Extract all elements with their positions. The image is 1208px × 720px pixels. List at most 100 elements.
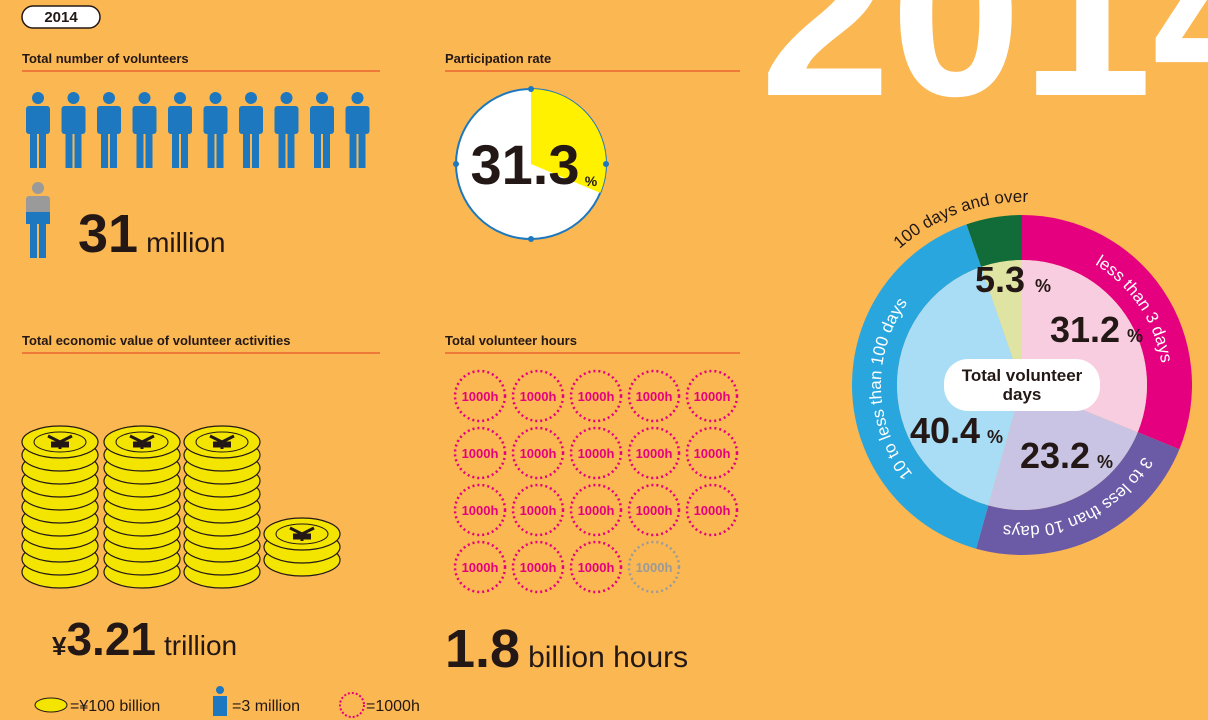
legend: =¥100 billion =3 million =1000h: [34, 686, 420, 718]
person-head: [316, 92, 328, 104]
coin-face-inner: [115, 431, 169, 453]
hour-label: 1000h: [462, 446, 499, 461]
economic-figure: ¥3.21 trillion: [52, 613, 237, 665]
hour-label: 1000h: [578, 560, 615, 575]
person-body: [132, 106, 157, 134]
person-leg: [145, 132, 153, 168]
hour-label: 1000h: [694, 389, 731, 404]
panel-title: Total economic value of volunteer activi…: [22, 333, 291, 348]
person-leg: [314, 132, 321, 168]
pie-ring: [976, 432, 1180, 556]
coin-face-inner: [275, 523, 329, 545]
value: 1.8: [445, 619, 520, 679]
person-body: [274, 106, 299, 134]
currency: ¥: [52, 631, 67, 661]
yen-symbol: [47, 434, 73, 449]
hour-icon: [339, 692, 365, 718]
hour-icon: 1000h: [627, 540, 681, 594]
hour-ring: [627, 426, 681, 480]
hour-icon: 1000h: [627, 369, 681, 423]
hour-label: 1000h: [520, 503, 557, 518]
person-icon: [213, 696, 227, 716]
person-head: [245, 92, 257, 104]
hour-ring: [511, 540, 565, 594]
yen-symbol: [209, 434, 235, 449]
person-icon: [168, 92, 192, 168]
clock-tick: [528, 236, 534, 242]
hour-icon: 1000h: [511, 540, 565, 594]
person-leg: [323, 132, 330, 168]
person-leg: [110, 132, 117, 168]
person-icon: [203, 92, 228, 168]
person-icon: [239, 92, 263, 168]
value: 3.21: [66, 613, 156, 665]
person-body: [97, 106, 121, 134]
hour-label: 1000h: [636, 446, 673, 461]
hour-label: 1000h: [520, 560, 557, 575]
person-leg: [243, 132, 250, 168]
hour-icon: 1000h: [627, 426, 681, 480]
person-leg: [207, 132, 215, 168]
value-label: 23.2: [1020, 435, 1090, 476]
hour-icon: 1000h: [569, 426, 623, 480]
hour-ring: [453, 369, 507, 423]
value-unit: %: [1035, 276, 1051, 296]
hour-icon: 1000h: [453, 540, 507, 594]
hour-icon: 1000h: [569, 369, 623, 423]
hour-ring: [569, 369, 623, 423]
hour-icon: 1000h: [685, 483, 739, 537]
person-icon: [132, 92, 157, 168]
person-body: [203, 106, 228, 134]
coin-stack: [103, 425, 181, 589]
hour-icon: 1000h: [453, 483, 507, 537]
pie-ring: [851, 224, 989, 549]
clock-tick: [603, 161, 609, 167]
person-body: [345, 106, 370, 134]
panel-title: Total number of volunteers: [22, 51, 189, 66]
coin-stack: [21, 425, 99, 589]
hour-icon: 1000h: [569, 540, 623, 594]
value-unit: %: [1097, 452, 1113, 472]
person-head: [32, 92, 44, 104]
person-leg: [101, 132, 108, 168]
person-head: [174, 92, 186, 104]
person-head: [138, 92, 151, 104]
person-leg: [136, 132, 144, 168]
hour-icon: 1000h: [453, 369, 507, 423]
panel-title: Total volunteer hours: [445, 333, 577, 348]
hour-ring: [453, 540, 507, 594]
person-body: [61, 106, 86, 134]
hour-icon: 1000h: [627, 483, 681, 537]
hour-ring: [685, 369, 739, 423]
person-head: [351, 92, 364, 104]
hour-ring: [511, 483, 565, 537]
person-icon: [216, 686, 224, 694]
center-label-box: [944, 359, 1100, 411]
volunteers-figure: 31 million: [78, 204, 225, 264]
coin-icon: [34, 697, 68, 713]
hour-label: 1000h: [578, 389, 615, 404]
pie-slice: [988, 385, 1138, 511]
person-body: [26, 106, 50, 134]
center-label: Total volunteer days: [962, 366, 1083, 404]
hour-ring: [511, 369, 565, 423]
person-icon: [310, 92, 334, 168]
hours-figure: 1.8 billion hours: [445, 619, 688, 679]
person-body: [168, 106, 192, 134]
value: 31: [78, 204, 138, 264]
hour-ring: [569, 426, 623, 480]
person-head: [280, 92, 293, 104]
person-leg: [252, 132, 259, 168]
unit: billion hours: [528, 641, 688, 674]
hour-ring: [627, 369, 681, 423]
badge: [21, 5, 101, 29]
person-leg: [358, 132, 366, 168]
person-leg: [172, 132, 179, 168]
hour-label: 1000h: [636, 389, 673, 404]
yen-symbol: [129, 434, 155, 449]
person-leg: [181, 132, 188, 168]
participation-unit: %: [585, 173, 598, 189]
person-body: [239, 106, 263, 134]
